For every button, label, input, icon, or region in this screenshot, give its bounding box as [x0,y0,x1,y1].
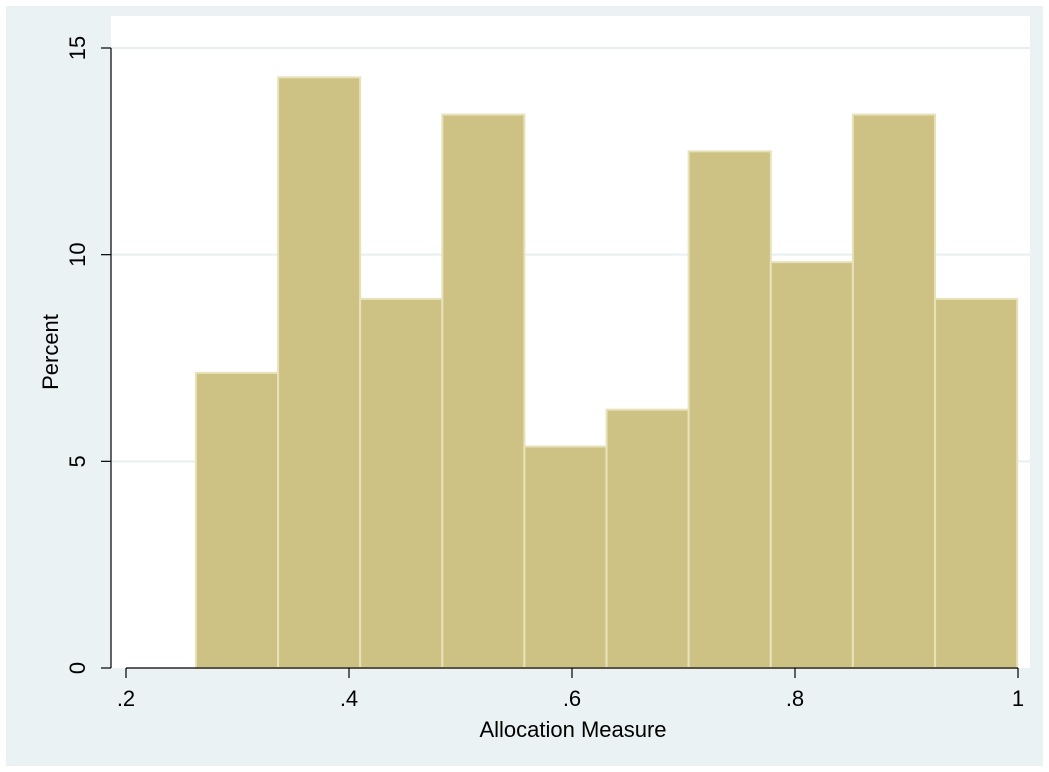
y-tick-label-0: 0 [65,662,90,674]
x-tick-label-4: 1 [1012,686,1024,711]
histogram-bar-3 [359,297,444,669]
histogram-bar-4 [441,113,526,669]
y-tick-label-3: 15 [65,36,90,60]
histogram-bar-8 [769,261,854,669]
x-tick-label-0: .2 [117,686,135,711]
y-tick-label-1: 5 [65,455,90,467]
x-tick-label-2: .6 [563,686,581,711]
histogram-bar-2 [277,76,362,669]
histogram-bar-7 [687,150,772,670]
x-tick-label-3: .8 [786,686,804,711]
x-axis-title: Allocation Measure [479,717,666,742]
x-tick-label-1: .4 [340,686,358,711]
y-axis-title: Percent [38,314,63,390]
histogram-bar-10 [934,297,1019,669]
histogram-bars [194,76,1019,670]
histogram-bar-9 [851,113,937,669]
histogram-bar-6 [605,408,690,669]
x-axis-ticks: .2 .4 .6 .8 1 [117,668,1024,711]
histogram-bar-1 [194,371,280,669]
y-axis-ticks: 0 5 10 15 [65,36,111,674]
histogram-bar-5 [523,445,608,669]
y-tick-label-2: 10 [65,242,90,266]
